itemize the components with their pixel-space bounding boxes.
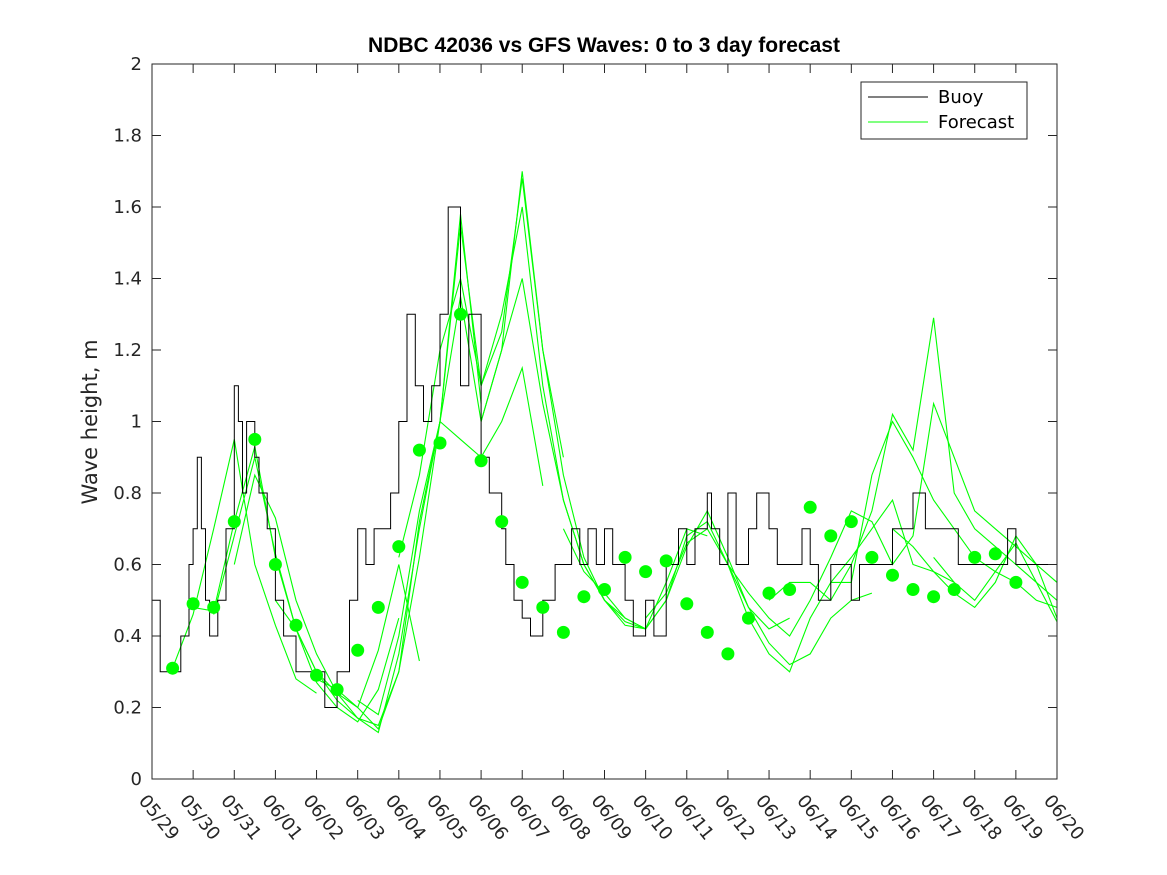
forecast-marker [433, 436, 447, 450]
forecast-marker [515, 575, 529, 589]
forecast-marker [659, 554, 673, 568]
y-tick-label: 1.4 [113, 269, 142, 290]
forecast-marker [289, 618, 303, 632]
y-tick-label: 0.8 [113, 483, 142, 504]
y-tick-label: 0.2 [113, 698, 142, 719]
forecast-marker [824, 529, 838, 543]
forecast-marker [330, 683, 344, 697]
forecast-run-line [768, 317, 1057, 602]
forecast-markers [166, 307, 1023, 697]
forecast-marker [742, 611, 755, 625]
forecast-marker [207, 600, 221, 614]
forecast-marker [886, 568, 899, 582]
forecast-marker [227, 515, 241, 529]
legend: Buoy Forecast [860, 81, 1028, 140]
axes [151, 63, 1058, 780]
chart-title: NDBC 42036 vs GFS Waves: 0 to 3 day fore… [368, 34, 840, 57]
forecast-run-line [213, 457, 400, 723]
forecast-lines [172, 171, 1057, 734]
forecast-marker [639, 565, 653, 579]
forecast-marker [1009, 575, 1023, 589]
y-tick-label: 1 [131, 412, 142, 433]
forecast-marker [186, 597, 200, 611]
forecast-run-line [562, 509, 873, 666]
y-tick-label: 0.6 [113, 555, 142, 576]
y-tick-label: 1.8 [113, 126, 142, 147]
forecast-marker [700, 625, 714, 639]
forecast-marker [680, 597, 694, 611]
y-tick-label: 2 [131, 54, 142, 75]
buoy-line [152, 206, 1057, 708]
forecast-marker [351, 643, 365, 657]
forecast-marker [268, 558, 282, 571]
forecast-marker [577, 590, 591, 604]
forecast-marker [906, 583, 920, 596]
forecast-marker [762, 586, 776, 600]
y-tick-label: 1.2 [113, 340, 142, 361]
legend-box [860, 81, 1028, 140]
forecast-marker [618, 550, 632, 564]
forecast-marker [310, 668, 323, 682]
legend-buoy-label: Buoy [938, 87, 984, 108]
forecast-marker [783, 583, 797, 596]
forecast-marker [803, 500, 817, 514]
forecast-marker [947, 583, 961, 596]
buoy-line-group [152, 206, 1057, 708]
y-axis-label: Wave height, m [78, 339, 102, 504]
y-tick-label: 1.6 [113, 197, 142, 218]
forecast-marker [392, 540, 406, 554]
forecast-marker [865, 550, 879, 564]
forecast-marker [721, 647, 735, 661]
forecast-marker [454, 307, 467, 321]
forecast-marker [598, 583, 611, 596]
forecast-marker [988, 547, 1002, 561]
forecast-marker [968, 550, 982, 564]
forecast-marker [166, 661, 180, 675]
y-tick-label: 0 [131, 769, 142, 790]
forecast-marker [412, 443, 426, 457]
forecast-marker [556, 625, 570, 639]
y-tick-label: 0.4 [113, 626, 142, 647]
forecast-marker [844, 515, 858, 529]
forecast-marker [248, 432, 262, 446]
forecast-run-line [933, 541, 1057, 622]
forecast-run-line [892, 528, 1057, 619]
forecast-marker [927, 590, 941, 604]
forecast-marker [371, 600, 385, 614]
forecast-marker [536, 600, 550, 614]
forecast-marker [474, 454, 488, 468]
forecast-run-line [233, 365, 544, 727]
forecast-run-line [645, 498, 955, 673]
legend-forecast-label: Forecast [938, 112, 1014, 133]
forecast-marker [495, 515, 509, 529]
